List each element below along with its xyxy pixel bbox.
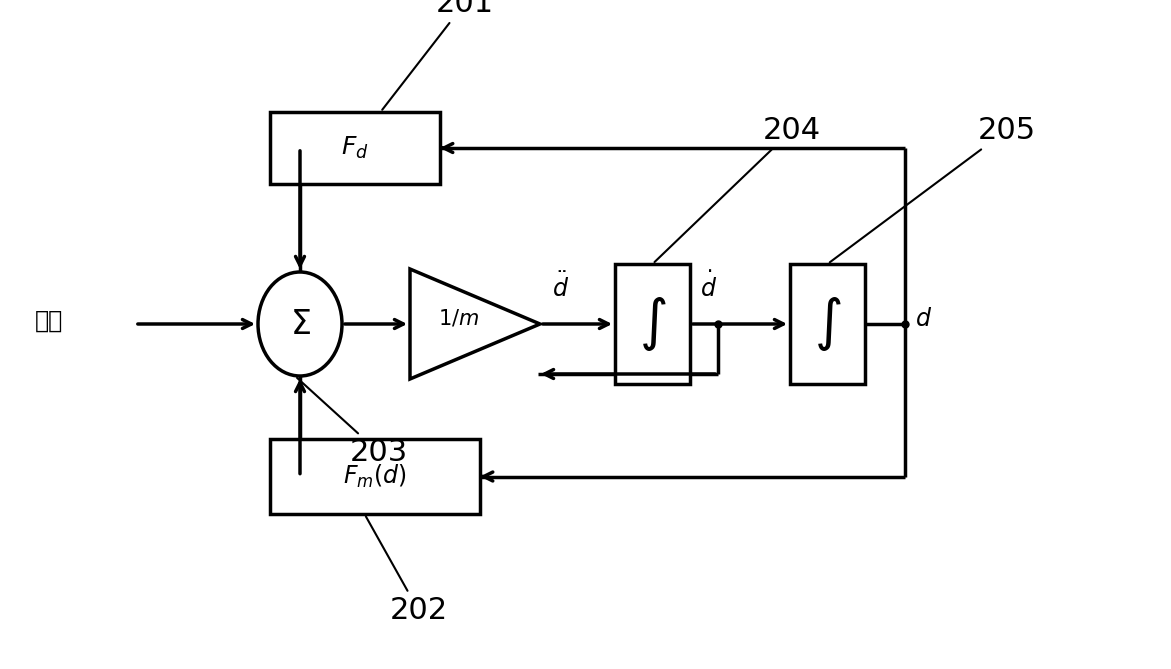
Text: $d$: $d$ (915, 307, 932, 331)
Bar (271, 439, 480, 514)
Text: 外力: 外力 (35, 309, 63, 333)
Polygon shape (410, 269, 540, 379)
Text: $\int$: $\int$ (638, 295, 666, 353)
Text: 204: 204 (655, 116, 821, 262)
Bar (615, 264, 690, 384)
Text: $F_m(d)$: $F_m(d)$ (343, 463, 406, 490)
Text: $F_d$: $F_d$ (341, 135, 369, 161)
Text: 201: 201 (382, 0, 494, 110)
Text: $\Sigma$: $\Sigma$ (289, 308, 310, 341)
Text: $\ddot{d}$: $\ddot{d}$ (552, 272, 569, 302)
Text: $\dot{d}$: $\dot{d}$ (700, 271, 717, 302)
Text: 203: 203 (297, 378, 409, 467)
Bar (271, 112, 440, 184)
Text: 202: 202 (365, 516, 447, 625)
Text: 205: 205 (830, 116, 1035, 262)
Bar (790, 264, 865, 384)
Text: $\int$: $\int$ (814, 295, 841, 353)
Ellipse shape (258, 272, 342, 376)
Text: $1/m$: $1/m$ (438, 308, 479, 328)
